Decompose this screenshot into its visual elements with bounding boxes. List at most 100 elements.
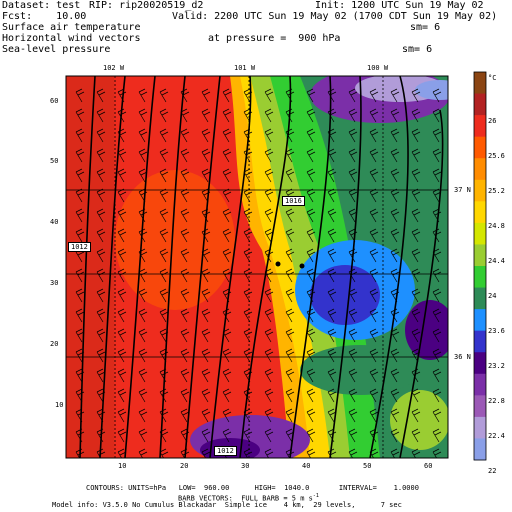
wind-barb	[201, 188, 211, 203]
wind-barb	[348, 308, 358, 323]
wind-barb	[159, 428, 169, 443]
wind-barb	[348, 168, 358, 183]
wind-barb	[306, 208, 316, 223]
wind-barb	[306, 108, 316, 123]
wind-barb	[285, 328, 295, 343]
wind-barb	[390, 308, 400, 323]
wind-barb	[348, 368, 358, 383]
wind-barb	[411, 368, 421, 383]
wind-barb	[411, 328, 421, 343]
wind-barb	[138, 388, 148, 403]
wind-barb	[306, 228, 316, 243]
colorbar-swatch	[474, 136, 486, 159]
wind-barb	[159, 208, 169, 223]
wind-barb	[222, 368, 232, 383]
wind-barb	[201, 388, 211, 403]
wind-barb	[306, 88, 316, 103]
wind-barb	[96, 208, 106, 223]
wind-barb	[327, 248, 337, 263]
wind-barb	[285, 368, 295, 383]
wind-barb	[222, 408, 232, 423]
wind-barb	[285, 128, 295, 143]
wind-barb	[264, 208, 274, 223]
wind-barb	[180, 448, 190, 458]
wind-barb	[285, 168, 295, 183]
valid-time-label: Valid: 2200 UTC Sun 19 May 02 (1700 CDT …	[172, 11, 498, 22]
wind-barb	[180, 368, 190, 383]
colorbar-label: 24.4	[488, 257, 505, 265]
wind-barb	[369, 128, 379, 143]
wind-barb	[159, 108, 169, 123]
wind-barb	[201, 368, 211, 383]
wind-barb	[159, 168, 169, 183]
wind-barb	[201, 288, 211, 303]
wind-barb	[117, 108, 127, 123]
wind-barb	[117, 148, 127, 163]
colorbar-label: 25.6	[488, 152, 505, 160]
wind-barb	[159, 248, 169, 263]
wind-barb	[222, 428, 232, 443]
wind-barb	[327, 288, 337, 303]
wind-barb	[411, 408, 421, 423]
wind-barb	[306, 328, 316, 343]
wind-barb	[159, 448, 169, 458]
wind-barb	[222, 248, 232, 263]
wind-barb	[117, 388, 127, 403]
wind-barb	[264, 248, 274, 263]
wind-barb	[117, 88, 127, 103]
wind-barb	[348, 448, 358, 458]
wind-barb	[327, 108, 337, 123]
wind-barb	[180, 148, 190, 163]
wind-barb	[117, 228, 127, 243]
colorbar-label: 22	[488, 467, 497, 475]
wind-barb	[390, 108, 400, 123]
wind-barb	[138, 328, 148, 343]
wind-barb	[369, 448, 379, 458]
wind-barb	[201, 428, 211, 443]
wind-barb	[411, 288, 421, 303]
wind-barb	[369, 108, 379, 123]
wind-barb	[285, 248, 295, 263]
colorbar-label: 22.4	[488, 432, 505, 440]
wind-barb	[96, 408, 106, 423]
wind-barb	[348, 148, 358, 163]
dataset-label: Dataset: test	[2, 0, 81, 11]
wind-barb	[201, 208, 211, 223]
colorbar-swatch	[474, 395, 486, 418]
wind-barb	[285, 448, 295, 458]
x-tick-label: 50	[363, 462, 372, 470]
latitude-label: 37 N	[454, 186, 471, 194]
colorbar-unit: °C	[488, 74, 497, 82]
wind-barb	[222, 388, 232, 403]
wind-barb	[201, 228, 211, 243]
wind-barb	[411, 128, 421, 143]
wind-barb	[222, 188, 232, 203]
wind-barbs	[75, 88, 442, 458]
wind-barb	[138, 128, 148, 143]
wind-barb	[201, 128, 211, 143]
wind-barb	[75, 448, 85, 458]
wind-barb	[306, 388, 316, 403]
wind-barb	[201, 408, 211, 423]
wind-barb	[180, 248, 190, 263]
wind-barb	[159, 128, 169, 143]
wind-barb	[75, 308, 85, 323]
colorbar-frame	[473, 71, 487, 461]
wind-barb	[432, 368, 442, 383]
wind-barb	[180, 188, 190, 203]
wind-barb	[432, 248, 442, 263]
wind-barb	[75, 188, 85, 203]
colorbar-swatch	[474, 309, 486, 332]
wind-barb	[369, 228, 379, 243]
wind-barb	[411, 388, 421, 403]
wind-barb	[390, 448, 400, 458]
wind-barb	[264, 88, 274, 103]
y-tick-label: 20	[50, 340, 59, 348]
wind-barb	[96, 428, 106, 443]
wind-barb	[432, 148, 442, 163]
wind-barb	[432, 288, 442, 303]
wind-barb	[390, 428, 400, 443]
wind-barb	[222, 148, 232, 163]
wind-barb	[348, 248, 358, 263]
wind-barb	[432, 388, 442, 403]
